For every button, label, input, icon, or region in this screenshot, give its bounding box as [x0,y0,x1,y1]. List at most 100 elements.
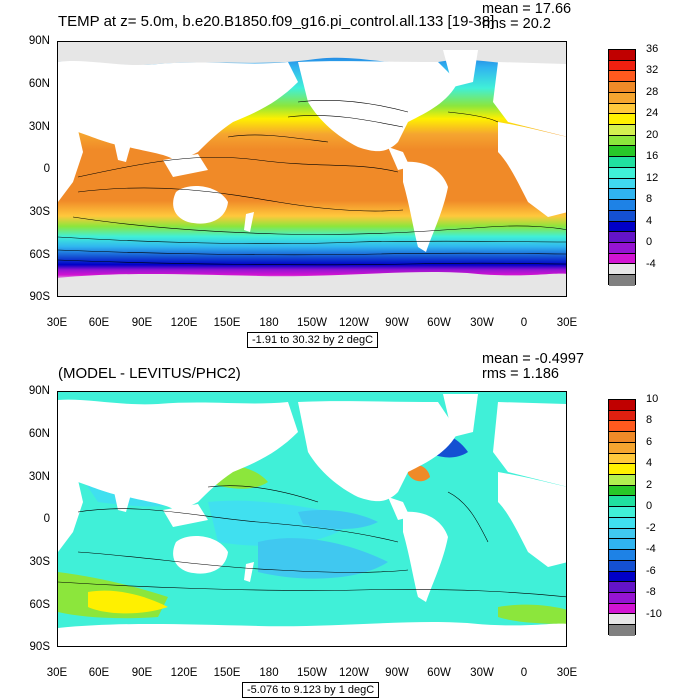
map-plot-area [57,391,567,647]
colorbar-label: 4 [646,457,653,470]
colorbar-cell [609,528,635,540]
colorbar-label: -6 [646,564,656,577]
lon-label: 30E [556,317,578,329]
lat-label-30s: 30S [29,556,50,568]
difference-field-map [58,392,566,646]
lon-label: 90E [131,317,153,329]
colorbar-cell [609,71,635,83]
lat-label-90s: 90S [29,291,50,303]
colorbar-cell [609,189,635,201]
colorbar-cell [609,400,635,411]
panel-title: (MODEL - LEVITUS/PHC2) [58,365,241,382]
colorbar-cell [609,253,635,265]
colorbar-label: -4 [646,257,656,270]
colorbar-cell [609,103,635,115]
difference-map-panel: (MODEL - LEVITUS/PHC2) mean = -0.4997 rm… [0,350,700,700]
colorbar [608,49,636,286]
lon-label: 150E [213,667,241,679]
colorbar-cell [609,60,635,72]
contour-lines [58,100,566,266]
colorbar-cell [609,603,635,615]
colorbar-label: 0 [646,236,653,249]
colorbar-cell [609,453,635,465]
rms-value: rms = 1.186 [482,366,559,382]
lat-label-30n: 30N [28,121,50,133]
colorbar-cell [609,571,635,583]
colorbar-label: 32 [646,64,659,77]
lon-label: 30E [46,667,68,679]
lat-label-60s: 60S [29,599,50,611]
colorbar-label: 10 [646,393,659,405]
colorbar-cell [609,582,635,593]
lon-label: 120E [170,317,198,329]
lat-label-30s: 30S [29,206,50,218]
colorbar-label: -8 [646,586,656,599]
colorbar-cell [609,275,635,286]
colorbar-label: 8 [646,414,653,427]
lat-label-30n: 30N [28,471,50,483]
lat-label-60n: 60N [28,78,50,90]
colorbar-cell [609,410,635,422]
lat-label-90s: 90S [29,641,50,653]
colorbar-cell [609,592,635,604]
colorbar-cell [609,178,635,190]
colorbar-cell [609,485,635,497]
colorbar-label: -10 [646,607,662,620]
colorbar-cell [609,135,635,147]
colorbar-label: 36 [646,43,659,55]
lon-label: 90E [131,667,153,679]
lon-label: 150E [213,317,241,329]
lon-label: 120E [170,667,198,679]
colorbar-label: 28 [646,85,659,98]
colorbar-label: 8 [646,193,653,206]
colorbar-label: 4 [646,214,653,227]
colorbar-label: 12 [646,171,659,184]
rms-value: rms = 20.2 [482,16,551,32]
contour-range-label: -1.91 to 30.32 by 2 degC [247,332,379,348]
mean-value: mean = 17.66 [482,1,572,17]
colorbar-label: 2 [646,478,653,491]
colorbar-cell [609,432,635,443]
colorbar-cell [609,242,635,254]
colorbar-cell [609,200,635,211]
colorbar-label: -4 [646,543,656,556]
temperature-field-map [58,42,566,296]
lon-label: 60E [88,667,110,679]
land-mask [58,50,566,252]
colorbar-label: 0 [646,500,653,513]
contour-range-label: -5.076 to 9.123 by 1 degC [242,682,380,698]
lat-label-60n: 60N [28,428,50,440]
lat-label-90n: 90N [28,35,50,47]
lat-label-eq: 0 [43,513,50,525]
lon-label: 150W [296,667,328,679]
colorbar-cell [609,114,635,126]
lon-label: 0 [520,317,528,329]
contour-lines [58,485,566,598]
lon-label: 60W [427,317,451,329]
land-mask [58,394,566,646]
lon-label: 30E [556,667,578,679]
colorbar-cell [609,82,635,93]
colorbar-cell [609,264,635,276]
colorbar-label: 16 [646,150,659,163]
colorbar-cell [609,92,635,104]
lon-label: 60E [88,317,110,329]
lat-label-60s: 60S [29,249,50,261]
colorbar-cell [609,125,635,136]
colorbar-label: 24 [646,107,659,120]
mean-value: mean = -0.4997 [482,351,584,367]
colorbar-cell [609,560,635,572]
colorbar-cell [609,50,635,61]
colorbar-cell [609,221,635,233]
lon-label: 60W [427,667,451,679]
temperature-map-panel: TEMP at z= 5.0m, b.e20.B1850.f09_g16.pi_… [28,1,659,348]
lon-label: 90W [385,667,409,679]
colorbar-cell [609,625,635,636]
lon-label: 120W [338,317,370,329]
colorbar-cell [609,539,635,551]
colorbar-cell [609,550,635,561]
lon-label: 90W [385,317,409,329]
colorbar-cell [609,210,635,222]
colorbar-label: -2 [646,521,656,534]
colorbar-cell [609,167,635,179]
